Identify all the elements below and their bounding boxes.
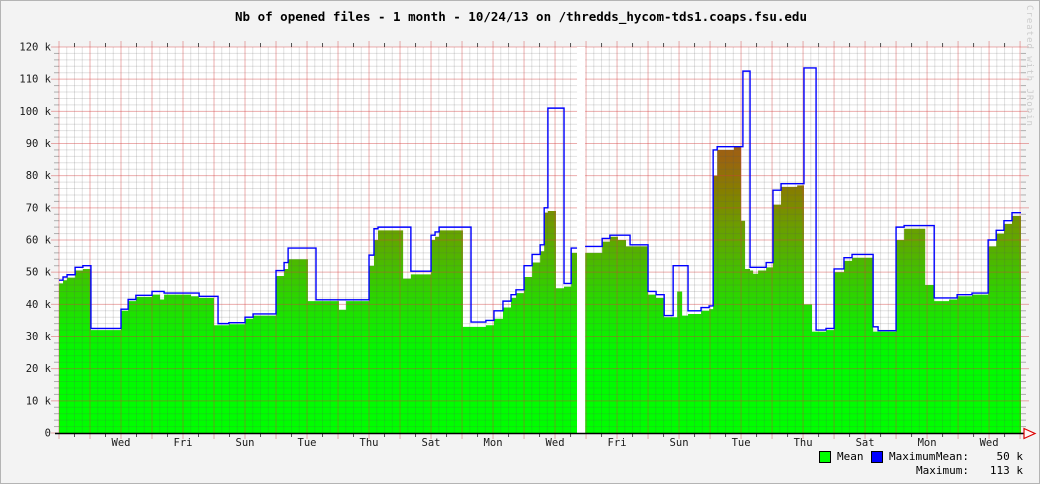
y-axis-tick-label: 10 k	[26, 395, 52, 407]
y-axis-tick-label: 20 k	[26, 363, 52, 375]
y-axis-tick-label: 120 k	[19, 42, 51, 54]
y-axis-tick-label: 80 k	[26, 170, 52, 182]
x-axis-day-label: Wed	[112, 437, 131, 449]
x-axis-day-label: Mon	[484, 437, 503, 449]
x-axis-day-label: Thu	[794, 437, 813, 449]
x-axis-day-label: Mon	[918, 437, 937, 449]
chart-title: Nb of opened files - 1 month - 10/24/13 …	[235, 9, 807, 24]
y-axis-labels: 0 10 k 20 k 30 k 40 k 50 k 60 k 70 k 80 k 90 k 100…	[19, 42, 51, 440]
axes	[55, 427, 1037, 440]
legend-mean-swatch	[819, 451, 831, 463]
jrobin-watermark: Created with JRobin	[1024, 5, 1034, 127]
legend-maximum-value: 113 k	[989, 464, 1023, 477]
y-axis-tick-label: 110 k	[19, 74, 51, 86]
x-axis-labels: Wed Fri Sun Tue Thu Sat Mon Wed Fri Sun Tue Thu Sat M…	[112, 437, 999, 449]
y-axis-tick-label: 100 k	[19, 106, 51, 118]
x-axis-day-label: Tue	[732, 437, 751, 449]
legend-maximum-label: Maximum	[889, 450, 936, 463]
y-axis-tick-label: 30 k	[26, 331, 52, 343]
y-axis-tick-label: 90 k	[26, 138, 52, 150]
y-axis-tick-label: 40 k	[26, 299, 52, 311]
x-axis-day-label: Thu	[360, 437, 379, 449]
x-axis-day-label: Fri	[174, 437, 193, 449]
y-axis-tick-label: 70 k	[26, 202, 52, 214]
x-axis-day-label: Sat	[856, 437, 875, 449]
legend-mean-caption: Mean:	[935, 450, 969, 463]
x-axis-day-label: Wed	[980, 437, 999, 449]
x-axis-day-label: Wed	[546, 437, 565, 449]
mean-area-series	[59, 146, 1021, 433]
y-axis-tick-label: 60 k	[26, 235, 52, 247]
legend-maximum-caption: Maximum:	[916, 464, 969, 477]
y-axis-tick-label: 0	[45, 428, 51, 440]
x-axis-day-label: Fri	[608, 437, 627, 449]
legend-maximum-swatch	[871, 451, 883, 463]
y-axis-tick-label: 50 k	[26, 267, 52, 279]
x-axis-day-label: Sun	[670, 437, 689, 449]
legend-mean-label: Mean	[837, 450, 864, 463]
legend-mean-value: 50 k	[996, 450, 1024, 463]
maximum-line-series	[59, 67, 1021, 332]
axis-ticks	[51, 41, 1029, 439]
x-axis-day-label: Tue	[298, 437, 317, 449]
x-axis-day-label: Sun	[236, 437, 255, 449]
x-axis-day-label: Sat	[422, 437, 441, 449]
unknown-data-gap	[577, 47, 586, 433]
